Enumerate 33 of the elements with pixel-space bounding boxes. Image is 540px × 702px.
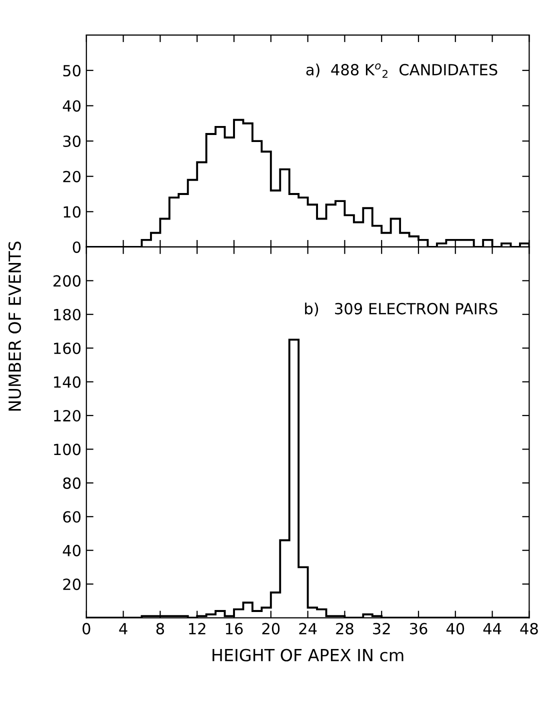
y-tick-label: 100 <box>54 444 81 456</box>
x-tick-label: 48 <box>520 622 538 634</box>
y-tick-label: 40 <box>62 544 81 556</box>
y-tick-label: 30 <box>63 136 81 148</box>
x-axis-title: HEIGHT OF APEX IN cm <box>212 648 404 662</box>
y-tick-label: 80 <box>63 477 81 489</box>
annotation: a) 488 K$^{o}$$_{2}$ CANDIDATES <box>306 63 498 78</box>
y-tick-label: 140 <box>54 376 81 388</box>
x-tick-label: 40 <box>446 622 464 634</box>
y-axis-title: NUMBER OF EVENTS <box>8 242 22 411</box>
x-tick-label: 32 <box>373 622 390 634</box>
y-tick-label: 180 <box>54 308 81 320</box>
y-tick-label: 50 <box>63 64 81 76</box>
x-tick-label: 20 <box>262 622 280 634</box>
x-tick-label: 16 <box>226 622 243 634</box>
y-tick-label: 60 <box>63 511 81 523</box>
x-tick-label: 36 <box>410 622 428 634</box>
y-tick-label: 120 <box>54 410 81 422</box>
x-tick-label: 24 <box>299 622 317 634</box>
y-tick-label: 20 <box>63 578 81 590</box>
y-tick-label: 40 <box>62 100 81 112</box>
x-tick-label: 12 <box>189 622 206 634</box>
x-tick-label: 8 <box>156 622 164 634</box>
y-tick-label: 200 <box>53 275 81 287</box>
y-tick-label: 0 <box>72 241 81 253</box>
y-tick-label: 10 <box>64 206 81 218</box>
annotation: b) 309 ELECTRON PAIRS <box>305 302 498 316</box>
x-tick-label: 0 <box>82 622 90 634</box>
y-tick-label: 160 <box>54 342 81 354</box>
y-tick-label: 20 <box>63 170 81 182</box>
x-tick-label: 44 <box>483 623 502 634</box>
x-tick-label: 4 <box>119 623 128 634</box>
x-tick-label: 28 <box>336 622 354 634</box>
